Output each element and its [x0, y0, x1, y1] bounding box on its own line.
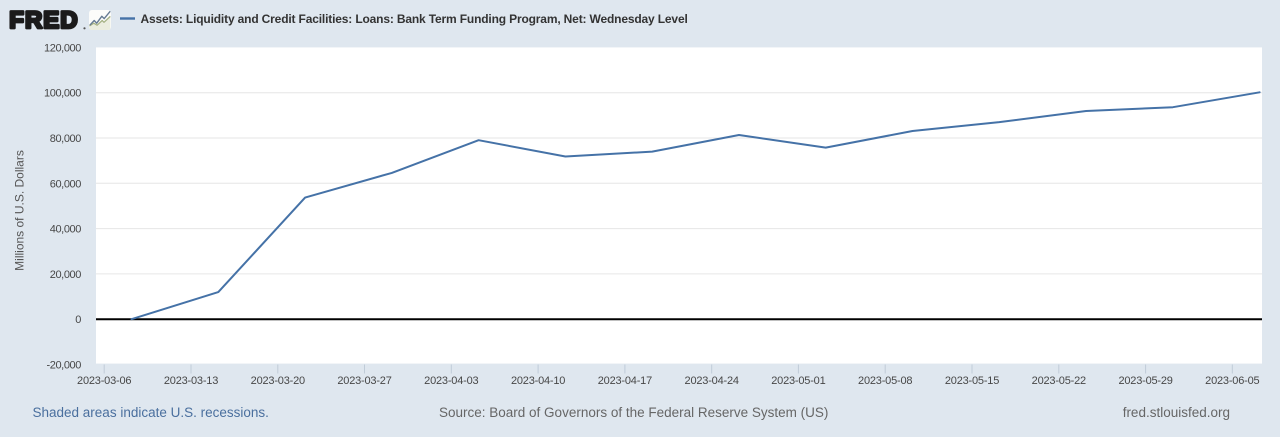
- svg-text:Millions of U.S. Dollars: Millions of U.S. Dollars: [13, 150, 27, 271]
- svg-text:Shaded areas indicate U.S. rec: Shaded areas indicate U.S. recessions.: [33, 405, 269, 420]
- svg-text:2023-05-22: 2023-05-22: [1032, 375, 1086, 387]
- svg-text:2023-05-29: 2023-05-29: [1118, 375, 1172, 387]
- svg-text:2023-05-15: 2023-05-15: [945, 375, 999, 387]
- svg-text:2023-04-10: 2023-04-10: [511, 375, 565, 387]
- svg-text:40,000: 40,000: [50, 224, 82, 236]
- svg-text:0: 0: [75, 314, 81, 326]
- svg-text:2023-04-17: 2023-04-17: [598, 375, 652, 387]
- svg-text:2023-03-13: 2023-03-13: [164, 375, 218, 387]
- svg-text:2023-05-01: 2023-05-01: [771, 375, 825, 387]
- svg-text:2023-04-24: 2023-04-24: [685, 375, 739, 387]
- svg-text:100,000: 100,000: [44, 88, 81, 100]
- svg-text:2023-03-20: 2023-03-20: [251, 375, 305, 387]
- svg-text:120,000: 120,000: [44, 42, 81, 54]
- svg-text:Source: Board of Governors of: Source: Board of Governors of the Federa…: [439, 405, 828, 420]
- svg-text:20,000: 20,000: [50, 269, 82, 281]
- svg-text:2023-04-03: 2023-04-03: [424, 375, 478, 387]
- svg-text:FRED: FRED: [9, 7, 78, 34]
- svg-text:2023-03-06: 2023-03-06: [77, 375, 131, 387]
- svg-text:2023-06-05: 2023-06-05: [1205, 375, 1259, 387]
- svg-text:60,000: 60,000: [50, 178, 82, 190]
- svg-text:-20,000: -20,000: [46, 360, 81, 372]
- svg-text:fred.stlouisfed.org: fred.stlouisfed.org: [1123, 405, 1230, 420]
- svg-text:2023-05-08: 2023-05-08: [858, 375, 912, 387]
- svg-text:Assets: Liquidity and Credit F: Assets: Liquidity and Credit Facilities:…: [141, 12, 688, 26]
- svg-text:2023-03-27: 2023-03-27: [337, 375, 391, 387]
- svg-text:80,000: 80,000: [50, 133, 82, 145]
